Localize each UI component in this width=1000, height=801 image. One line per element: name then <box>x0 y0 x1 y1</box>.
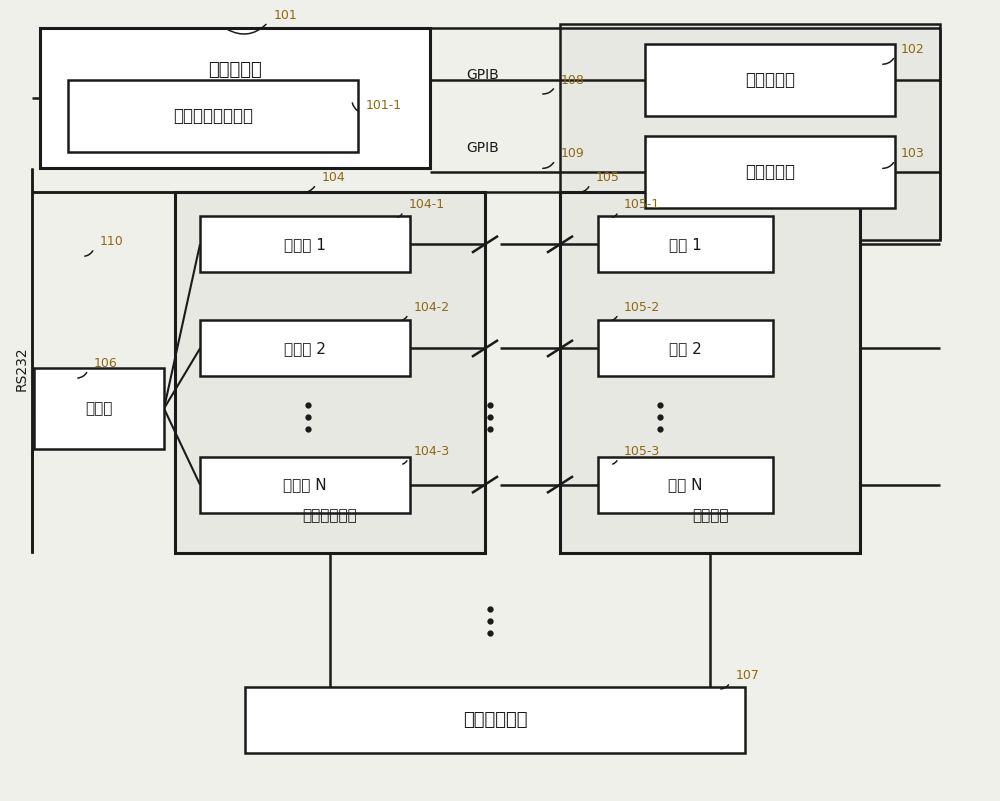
Text: 104-1: 104-1 <box>409 199 445 211</box>
Text: 主控计算机: 主控计算机 <box>208 61 262 78</box>
Text: 104-2: 104-2 <box>414 301 450 314</box>
Text: 数字万用表: 数字万用表 <box>745 163 795 181</box>
Text: 101: 101 <box>274 10 298 22</box>
Bar <box>560 192 860 553</box>
Text: GPIB: GPIB <box>466 68 499 82</box>
Text: 105: 105 <box>596 171 620 184</box>
Text: 继电器 2: 继电器 2 <box>284 341 326 356</box>
Text: 多路选通开关: 多路选通开关 <box>303 509 357 523</box>
Bar <box>34 368 164 449</box>
Text: 负载 N: 负载 N <box>668 477 703 492</box>
Text: GPIB: GPIB <box>466 142 499 155</box>
Text: 继电器 N: 继电器 N <box>283 477 327 492</box>
Text: 104: 104 <box>322 171 346 184</box>
Text: 控制器: 控制器 <box>85 401 113 416</box>
Bar <box>200 216 410 272</box>
Bar <box>645 44 895 116</box>
Text: 数字示波器: 数字示波器 <box>745 71 795 89</box>
Text: RS232: RS232 <box>15 346 29 391</box>
Bar <box>645 136 895 208</box>
Bar <box>598 320 773 376</box>
Text: 108: 108 <box>561 74 585 87</box>
Text: 105-2: 105-2 <box>624 301 660 314</box>
Text: 负载单元: 负载单元 <box>692 509 728 523</box>
Text: 109: 109 <box>561 147 585 160</box>
Bar <box>175 192 485 553</box>
Text: 继电器 1: 继电器 1 <box>284 237 326 252</box>
Text: 103: 103 <box>901 147 925 160</box>
Bar <box>560 24 940 240</box>
Text: 110: 110 <box>100 235 124 248</box>
Bar <box>598 457 773 513</box>
Bar <box>68 80 358 152</box>
Bar <box>598 216 773 272</box>
Text: 负载 2: 负载 2 <box>669 341 702 356</box>
Bar <box>200 457 410 513</box>
Text: 104-3: 104-3 <box>414 445 450 458</box>
Text: 102: 102 <box>901 43 925 56</box>
Text: 二次电源测试系统: 二次电源测试系统 <box>173 107 253 125</box>
Bar <box>245 687 745 753</box>
Text: 106: 106 <box>94 357 118 370</box>
Text: 101-1: 101-1 <box>366 99 402 112</box>
Text: 105-1: 105-1 <box>624 199 660 211</box>
Text: 负载 1: 负载 1 <box>669 237 702 252</box>
Bar <box>200 320 410 376</box>
Text: 105-3: 105-3 <box>624 445 660 458</box>
Text: 107: 107 <box>736 670 760 682</box>
Bar <box>40 28 430 168</box>
Text: 待测二次电源: 待测二次电源 <box>463 711 527 729</box>
